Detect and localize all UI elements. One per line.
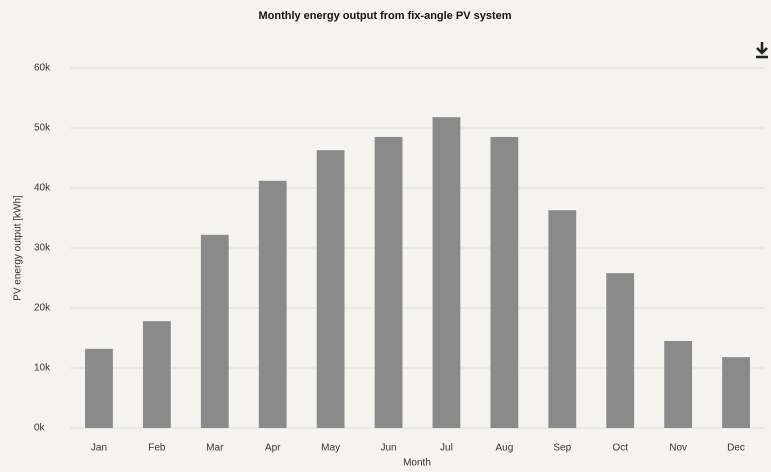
chart-title: Monthly energy output from fix-angle PV … [258,10,511,22]
y-tick-label: 60k [34,63,51,74]
bar [664,341,693,428]
y-tick-label: 20k [34,303,51,314]
bar [490,137,519,428]
bar [258,180,287,428]
x-tick-label: Mar [206,443,224,454]
x-tick-label: Aug [495,443,513,454]
x-tick-label: Jan [91,443,107,454]
bar [142,321,171,428]
x-tick-label: Feb [148,443,166,454]
y-axis-label: PV energy output [kWh] [13,195,24,301]
x-tick-label: May [321,443,340,454]
x-tick-label: Apr [265,443,281,454]
x-tick-label: Dec [727,443,745,454]
x-tick-label: Nov [669,443,687,454]
bar [200,234,229,428]
x-tick-label: Oct [612,443,628,454]
bar [606,273,635,428]
y-tick-label: 30k [34,243,51,254]
bar [722,357,750,428]
y-tick-label: 50k [34,123,51,134]
bar [374,137,403,428]
bar [548,210,577,428]
x-tick-label: Sep [553,443,571,454]
download-icon[interactable] [756,42,768,59]
bar [432,117,461,428]
y-tick-label: 40k [34,183,51,194]
y-tick-label: 10k [34,363,51,374]
x-axis-label: Month [403,458,431,469]
x-tick-label: Jul [440,443,453,454]
bar [316,150,345,428]
y-tick-label: 0k [34,423,46,434]
bar [85,348,113,428]
x-tick-label: Jun [380,443,396,454]
